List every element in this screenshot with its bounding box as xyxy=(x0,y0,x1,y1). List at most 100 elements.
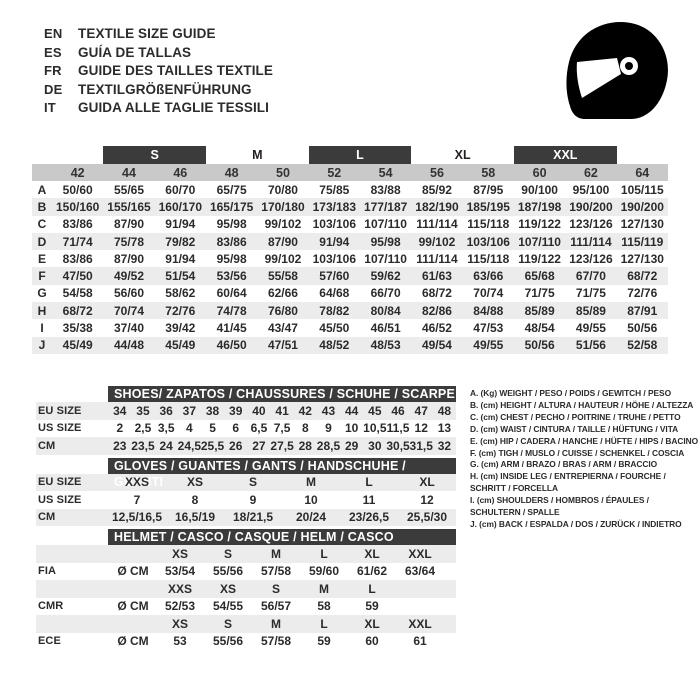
gloves-cell: M xyxy=(306,475,316,490)
helmet-standard-label-cmr: CMR xyxy=(38,600,64,613)
measurement-cell: 68/72 xyxy=(421,286,452,301)
measurement-cell: 47/50 xyxy=(62,269,93,284)
shoes-cell: 6 xyxy=(232,421,240,436)
helmet-table: HELMET / CASCO / CASQUE / HELM / CASCO X… xyxy=(36,529,456,650)
size-number-46: 46 xyxy=(173,165,188,180)
helmet-cell: 63/64 xyxy=(404,564,436,579)
legend-line: SCHRITT / FORCELLA xyxy=(470,483,558,494)
shoes-title-wrap: SHOES/ ZAPATOS / CHAUSSURES / SCHUHE / S… xyxy=(36,386,456,402)
measurement-cell: 70/74 xyxy=(473,286,504,301)
shoes-cell: 9 xyxy=(325,421,332,436)
measurement-cell: 64/68 xyxy=(319,286,350,301)
size-band-l: L xyxy=(308,146,412,164)
helmet-size-label: M xyxy=(319,581,329,596)
legend-line: G. (cm) ARM / BRAZO / BRAS / ARM / BRACC… xyxy=(470,459,658,470)
size-band-s: S xyxy=(103,146,206,164)
helmet-size-label: XL xyxy=(364,546,380,561)
measurement-cell: 45/49 xyxy=(165,338,196,353)
gloves-cell: L xyxy=(365,475,373,490)
measurement-cell: 66/70 xyxy=(370,286,401,301)
gloves-row-label: EU SIZE xyxy=(38,476,82,489)
measurement-cell: 111/114 xyxy=(416,217,458,232)
helmet-size-label: S xyxy=(223,616,232,631)
measurement-cell: 95/98 xyxy=(370,234,401,249)
shoes-cell: 11,5 xyxy=(386,421,410,436)
measurement-cell: 115/119 xyxy=(621,234,664,249)
legend-line: I. (cm) SHOULDERS / HOMBROS / ÉPAULES / xyxy=(470,495,649,506)
measurement-cell: 54/58 xyxy=(62,286,93,301)
language-code-de: DE xyxy=(44,81,63,97)
shoes-cell: 27,5 xyxy=(270,438,294,453)
gloves-cell: XXS xyxy=(124,475,149,490)
helmet-cell: 52/53 xyxy=(164,599,196,614)
row-letter-h: H xyxy=(37,303,47,318)
measurement-cell: 165/175 xyxy=(209,199,254,214)
shoes-row-cm: CM 23 23,5 24 24,5 25,5 26 27 27,5 28 28,5 29 30 30,5… xyxy=(36,437,456,455)
measurement-cell: 95/98 xyxy=(216,217,247,232)
helmet-size-label: XXS xyxy=(167,581,192,596)
helmet-size-label: XS xyxy=(171,616,188,631)
measurement-cell: 177/187 xyxy=(363,199,408,214)
measurement-row-e: E 83/86 87/90 91/94 95/98 99/102 103/106 107/11… xyxy=(32,250,668,267)
size-number-44: 44 xyxy=(122,165,136,180)
measurement-cell: 72/76 xyxy=(165,303,196,318)
measurement-cell: 79/82 xyxy=(165,234,196,249)
measurement-cell: 107/110 xyxy=(518,234,561,249)
measurement-row-d: D 71/74 75/78 79/82 83/86 87/90 91/94 95/98 99/1… xyxy=(32,232,668,251)
legend-line: E. (cm) HIP / CADERA / HANCHE / HÜFTE / … xyxy=(470,435,699,446)
shoes-cell: 4 xyxy=(186,421,193,436)
shoes-cell: 29 xyxy=(344,438,359,453)
size-band-spacer xyxy=(617,146,668,164)
row-letter-g: G xyxy=(37,286,47,301)
size-number-50: 50 xyxy=(276,165,290,180)
helmet-size-label: M xyxy=(271,546,281,561)
legend-line: H. (cm) INSIDE LEG / ENTREPIERNA / FOURC… xyxy=(470,471,666,482)
gloves-cell: 12,5/16,5 xyxy=(111,510,163,525)
language-code-it: IT xyxy=(44,100,56,116)
helmet-standard-label-ece: ECE xyxy=(38,635,61,648)
helmet-cell: 53/54 xyxy=(164,564,196,579)
shoes-cell: 28,5 xyxy=(316,438,341,453)
shoes-cell: 48 xyxy=(437,403,452,418)
title-text-de: TEXTILGRÖßENFÜHRUNG xyxy=(78,81,252,97)
shoes-cell: 41 xyxy=(275,403,289,418)
shoes-cell: 26 xyxy=(229,438,243,453)
measurement-cell: 68/72 xyxy=(62,303,93,318)
row-letter-d: D xyxy=(37,234,47,249)
measurement-rows: A 50/60 55/65 60/70 65/75 70/80 75/85 83/88 85/9… xyxy=(32,181,668,354)
gloves-cell: 25,5/30 xyxy=(406,510,448,525)
measurement-cell: 185/195 xyxy=(466,199,510,214)
helmet-size-label: S xyxy=(271,581,280,596)
helmet-size-label: XS xyxy=(219,581,236,596)
measurement-cell: 44/48 xyxy=(113,338,144,353)
measurement-cell: 160/170 xyxy=(158,199,203,214)
measurement-cell: 87/90 xyxy=(113,217,144,232)
measurement-legend: A. (Kg) WEIGHT / PESO / POIDS / GEWITCH … xyxy=(470,388,699,531)
helmet-size-label: L xyxy=(320,616,328,631)
measurement-cell: 83/86 xyxy=(216,234,247,249)
measurement-row-f: F 47/50 49/52 51/54 53/56 55/58 57/60 59/62 61/6… xyxy=(32,267,668,285)
size-number-64: 64 xyxy=(635,165,650,180)
measurement-cell: 70/80 xyxy=(267,182,298,197)
helmet-value-row-fia: FIA Ø CM 53/54 55/56 57/58 59/60 61/62 63/64 xyxy=(36,563,456,581)
measurement-cell: 127/130 xyxy=(620,251,664,266)
title-block: EN TEXTILE SIZE GUIDE ES GUÍA DE TALLAS … xyxy=(44,26,273,119)
shoes-cell: 36 xyxy=(159,403,173,418)
measurement-cell: 87/91 xyxy=(627,303,658,318)
shoes-cell: 13 xyxy=(437,421,452,436)
gloves-cell: XL xyxy=(419,475,435,490)
shoes-cell: 46 xyxy=(391,403,405,418)
gloves-cell: 18/21,5 xyxy=(232,510,274,525)
helmet-cell: 55/56 xyxy=(212,634,244,649)
row-letter-b: B xyxy=(37,199,47,214)
title-text-es: GUÍA DE TALLAS xyxy=(78,44,192,60)
measurement-cell: 51/56 xyxy=(575,338,606,353)
title-row-it: IT GUIDA ALLE TAGLIE TESSILI xyxy=(44,100,273,119)
measurement-row-h: H 68/72 70/74 72/76 74/78 76/80 78/82 80/84 82/8… xyxy=(32,302,668,320)
measurement-cell: 90/100 xyxy=(521,182,558,197)
helmet-cell: 53 xyxy=(173,634,187,649)
measurement-cell: 103/106 xyxy=(312,251,356,266)
legend-line: J. (cm) BACK / ESPALDA / DOS / ZURÜCK / … xyxy=(470,518,682,529)
measurement-cell: 35/38 xyxy=(62,321,93,336)
